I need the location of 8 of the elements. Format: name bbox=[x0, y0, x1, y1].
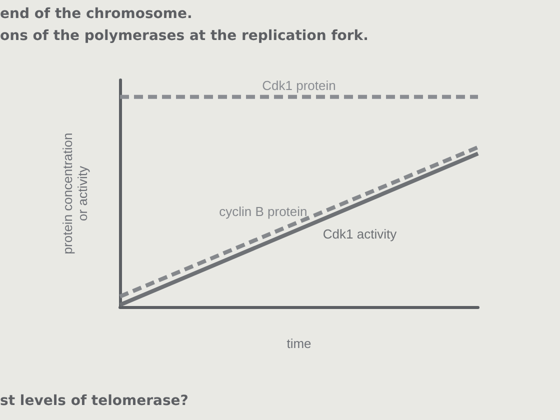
series-label: cyclin B protein bbox=[219, 204, 308, 219]
text: end of the chromosome. bbox=[0, 6, 192, 22]
text: st levels of telomerase? bbox=[0, 393, 188, 409]
series-label: Cdk1 activity bbox=[322, 226, 398, 242]
y-axis-title: protein concentration or activity bbox=[60, 132, 90, 254]
text: ons of the polymerases at the replication fork. bbox=[0, 28, 368, 44]
series-label: Cdk1 protein bbox=[262, 78, 336, 93]
x-axis-title: time bbox=[286, 336, 312, 351]
